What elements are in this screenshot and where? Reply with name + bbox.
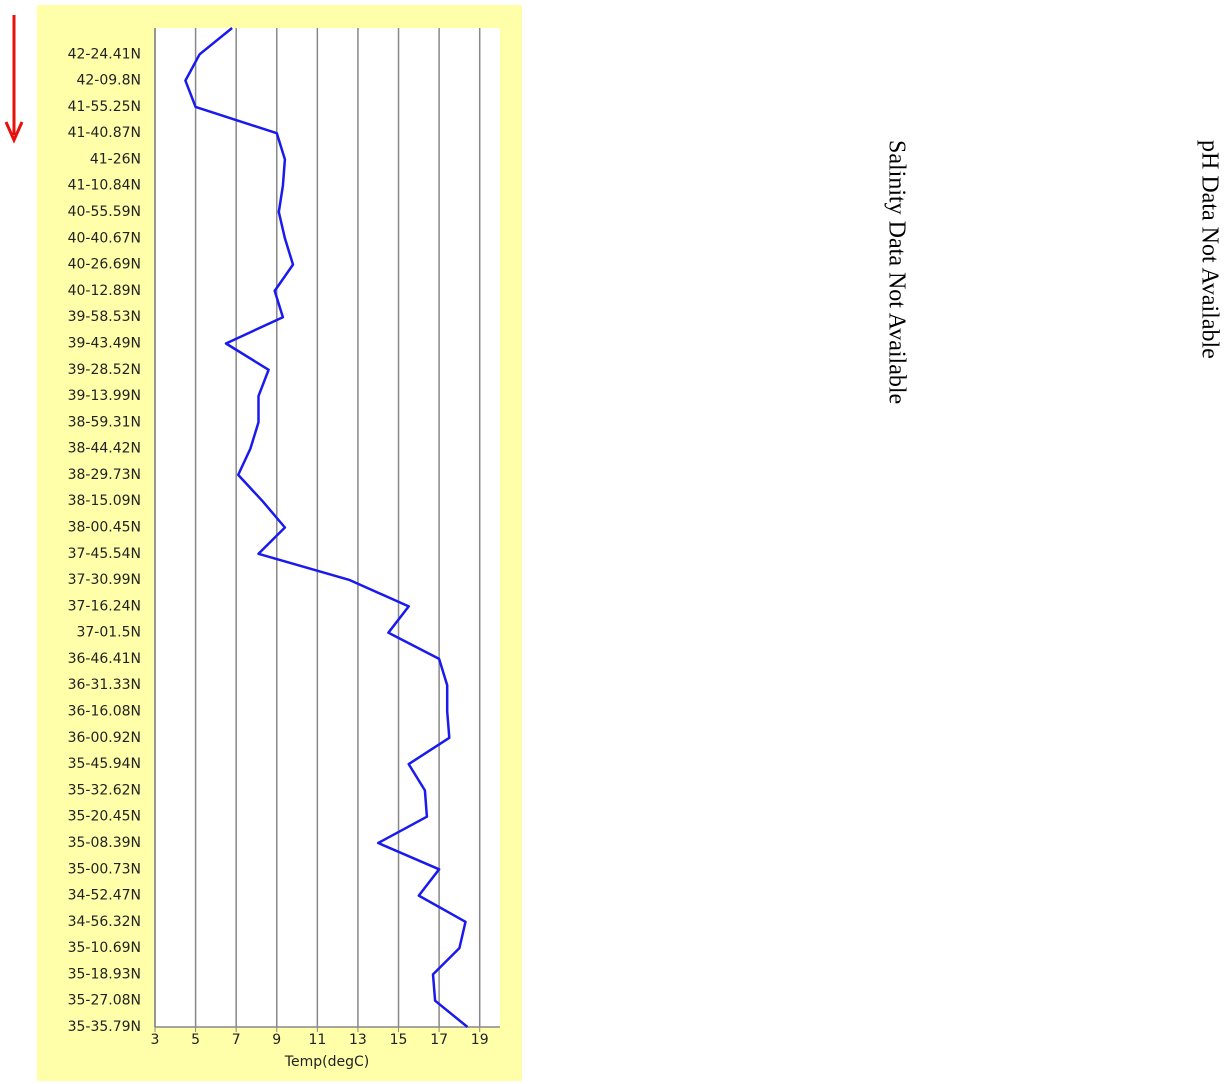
y-tick-label: 37-16.24N — [68, 598, 141, 614]
y-tick-label: 40-26.69N — [68, 257, 141, 273]
y-tick-label: 39-13.99N — [68, 388, 141, 404]
y-tick-label: 37-45.54N — [68, 546, 141, 562]
x-tick-label: 19 — [471, 1032, 489, 1048]
y-tick-label: 41-26N — [90, 151, 141, 167]
x-tick-label: 13 — [349, 1032, 367, 1048]
y-tick-label: 35-18.93N — [68, 966, 141, 982]
y-tick-label: 39-43.49N — [68, 335, 141, 351]
y-tick-label: 35-27.08N — [68, 993, 141, 1009]
x-tick-label: 11 — [308, 1032, 326, 1048]
y-tick-label: 36-00.92N — [68, 730, 141, 746]
y-tick-label: 35-45.94N — [68, 756, 141, 772]
plot-area — [155, 28, 500, 1027]
y-tick-label: 37-01.5N — [76, 625, 141, 641]
y-tick-label: 38-00.45N — [68, 520, 141, 536]
y-tick-label: 35-20.45N — [68, 809, 141, 825]
y-tick-label: 35-35.79N — [68, 1019, 141, 1035]
y-tick-label: 35-08.39N — [68, 835, 141, 851]
y-tick-label: 40-55.59N — [68, 204, 141, 220]
y-tick-label: 38-44.42N — [68, 441, 141, 457]
y-tick-label: 38-29.73N — [68, 467, 141, 483]
y-tick-label: 36-16.08N — [68, 704, 141, 720]
direction-arrow-head — [4, 121, 24, 144]
y-tick-label: 38-15.09N — [68, 493, 141, 509]
y-tick-label: 35-10.69N — [68, 940, 141, 956]
y-tick-label: 41-55.25N — [68, 99, 141, 115]
y-tick-label: 34-52.47N — [68, 888, 141, 904]
y-tick-label: 40-12.89N — [68, 283, 141, 299]
temperature-line — [184, 27, 469, 1028]
x-tick-label: 7 — [232, 1032, 241, 1048]
y-tick-label: 42-24.41N — [68, 46, 141, 62]
x-tick-label: 15 — [390, 1032, 408, 1048]
x-tick-label: 17 — [430, 1032, 448, 1048]
y-tick-label: 34-56.32N — [68, 914, 141, 930]
y-tick-label: 38-59.31N — [68, 414, 141, 430]
x-tick-label: 9 — [272, 1032, 281, 1048]
salinity-note: Salinity Data Not Available — [883, 140, 909, 404]
ph-note: pH Data Not Available — [1196, 140, 1222, 359]
y-tick-label: 40-40.67N — [68, 230, 141, 246]
y-tick-label: 35-32.62N — [68, 782, 141, 798]
y-tick-label: 37-30.99N — [68, 572, 141, 588]
y-tick-label: 36-46.41N — [68, 651, 141, 667]
y-tick-label: 41-10.84N — [68, 178, 141, 194]
x-tick-label: 5 — [191, 1032, 200, 1048]
y-tick-label: 35-00.73N — [68, 861, 141, 877]
y-tick-label: 42-09.8N — [76, 73, 141, 89]
y-tick-label: 36-31.33N — [68, 677, 141, 693]
x-axis-title: Temp(degC) — [284, 1054, 369, 1070]
y-tick-label: 39-28.52N — [68, 362, 141, 378]
x-tick-label: 3 — [151, 1032, 160, 1048]
y-tick-label: 41-40.87N — [68, 125, 141, 141]
y-tick-label: 39-58.53N — [68, 309, 141, 325]
